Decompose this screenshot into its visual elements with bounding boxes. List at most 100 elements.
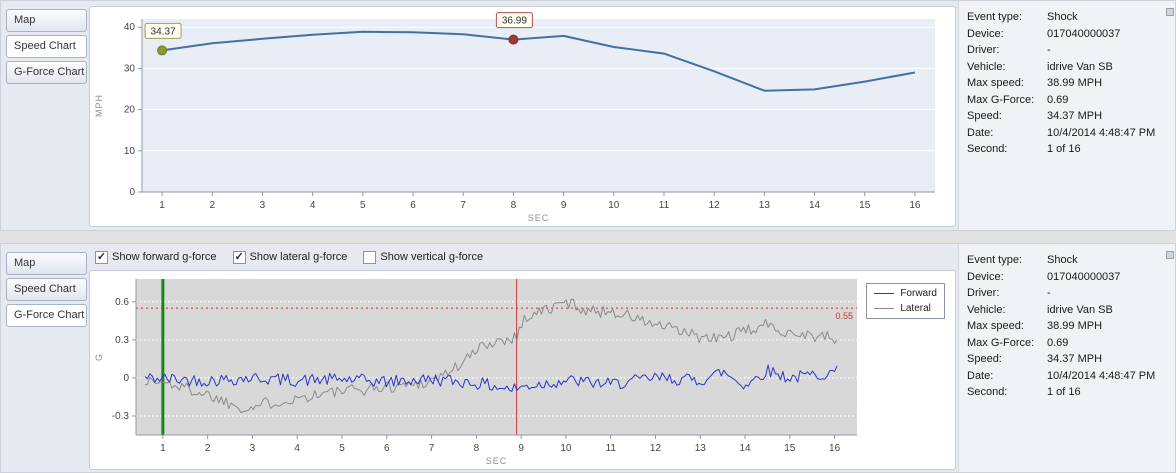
- svg-text:4: 4: [310, 200, 316, 211]
- collapse-handle-icon[interactable]: [1166, 8, 1174, 16]
- tab-speed-chart[interactable]: Speed Chart: [6, 35, 87, 58]
- info-row: Event type: Shock: [967, 9, 1162, 26]
- gforce-chart-box: 0.55 -0.3 0 0.3 0.6 1 2 3 4 5 6 7 8 9 10 11 12 13 14 15 16 G S…: [89, 270, 956, 470]
- checkbox-show-forward-g-force[interactable]: ✓ Show forward g-force: [95, 250, 217, 264]
- info-value: 10/4/2014 4:48:47 PM: [1047, 126, 1156, 139]
- info-label: Max speed:: [967, 77, 1024, 89]
- legend-item-forward: Forward: [874, 288, 937, 299]
- speed-chart-panel: Map Speed Chart G-Force Chart 0 10 20 30 40 1 2 3…: [0, 0, 1176, 231]
- info-row: Max G-Force: 0.69: [967, 335, 1162, 352]
- svg-text:1: 1: [159, 200, 165, 211]
- svg-text:0.55: 0.55: [835, 311, 853, 321]
- svg-text:20: 20: [124, 105, 136, 116]
- svg-text:10: 10: [124, 146, 136, 157]
- info-label: Device:: [967, 27, 1004, 40]
- legend-line-icon: [874, 293, 895, 294]
- info-value: 38.99 MPH: [1047, 77, 1103, 89]
- svg-text:34.37: 34.37: [151, 26, 176, 37]
- gforce-chart-region: ✓ Show forward g-force ✓ Show lateral g-for…: [87, 244, 958, 472]
- svg-text:15: 15: [859, 200, 871, 211]
- svg-text:3: 3: [250, 443, 256, 454]
- svg-text:3: 3: [260, 200, 266, 211]
- checkbox-box-icon[interactable]: ✓: [232, 250, 246, 264]
- checkbox-box-icon[interactable]: ✓: [95, 250, 108, 264]
- info-label: Second:: [967, 143, 1008, 155]
- info-row: Second: 1 of 16: [967, 141, 1162, 158]
- svg-text:2: 2: [209, 200, 215, 211]
- info-label: Max G-Force:: [967, 93, 1035, 106]
- info-label: Speed:: [967, 110, 1002, 122]
- info-label: Driver:: [967, 44, 1000, 56]
- tab-map[interactable]: Map: [6, 252, 87, 275]
- splitter-handle-bottom[interactable]: [1164, 244, 1175, 472]
- svg-text:8: 8: [474, 443, 480, 454]
- splitter-handle-top[interactable]: [1164, 1, 1175, 230]
- tab-speed-chart[interactable]: Speed Chart: [6, 278, 87, 301]
- info-row: Vehicle: idrive Van SB: [967, 59, 1162, 76]
- checkbox-label: Show lateral g-force: [249, 251, 348, 263]
- collapse-handle-icon[interactable]: [1166, 251, 1174, 259]
- svg-text:9: 9: [561, 200, 567, 211]
- svg-text:-0.3: -0.3: [112, 411, 130, 422]
- info-label: Date:: [967, 126, 994, 139]
- info-value: 34.37 MPH: [1047, 110, 1103, 122]
- legend-label: Forward: [900, 288, 937, 299]
- checkbox-label: Show forward g-force: [112, 251, 217, 263]
- svg-text:30: 30: [124, 63, 136, 74]
- info-value: 1 of 16: [1047, 386, 1081, 398]
- svg-text:0: 0: [129, 187, 135, 198]
- svg-text:11: 11: [606, 443, 617, 454]
- svg-text:14: 14: [739, 443, 751, 454]
- info-value: 34.37 MPH: [1047, 353, 1103, 365]
- tab-map[interactable]: Map: [6, 9, 87, 32]
- svg-text:6: 6: [384, 443, 390, 454]
- info-value: 017040000037: [1047, 27, 1121, 40]
- info-label: Device:: [967, 270, 1004, 283]
- info-label: Event type:: [967, 11, 1023, 23]
- info-row: Second: 1 of 16: [967, 384, 1162, 401]
- svg-text:16: 16: [829, 443, 841, 454]
- svg-text:4: 4: [294, 443, 300, 454]
- legend-label: Lateral: [900, 303, 931, 314]
- checkbox-box-icon[interactable]: [363, 250, 377, 264]
- info-row: Speed: 34.37 MPH: [967, 108, 1162, 125]
- svg-text:9: 9: [518, 443, 524, 454]
- svg-text:G: G: [94, 353, 104, 361]
- checkbox-show-vertical-g-force[interactable]: Show vertical g-force: [363, 250, 483, 264]
- event-info-panel-bottom: Event type: Shock Device: 017040000037 Drive…: [959, 244, 1164, 472]
- svg-text:36.99: 36.99: [502, 16, 527, 27]
- info-row: Max speed: 38.99 MPH: [967, 318, 1162, 335]
- speed-chart-region: 0 10 20 30 40 1 2 3 4 5 6 7 8 9 10 11 12 13 14 15 16 MPH SEC 34…: [87, 1, 958, 230]
- info-row: Driver: -: [967, 42, 1162, 59]
- info-label: Event type:: [967, 254, 1023, 266]
- gforce-legend: Forward Lateral: [866, 283, 945, 319]
- info-label: Date:: [967, 369, 994, 382]
- tab-g-force-chart[interactable]: G-Force Chart: [6, 61, 87, 84]
- info-row: Max speed: 38.99 MPH: [967, 75, 1162, 92]
- checkbox-show-lateral-g-force[interactable]: ✓ Show lateral g-force: [232, 250, 348, 264]
- svg-text:10: 10: [560, 443, 572, 454]
- info-label: Vehicle:: [967, 303, 1006, 316]
- info-label: Max G-Force:: [967, 336, 1035, 349]
- info-row: Date: 10/4/2014 4:48:47 PM: [967, 368, 1162, 385]
- svg-text:6: 6: [410, 200, 416, 211]
- info-label: Driver:: [967, 287, 1000, 299]
- svg-text:12: 12: [709, 200, 721, 211]
- legend-item-lateral: Lateral: [874, 303, 937, 314]
- tab-g-force-chart[interactable]: G-Force Chart: [6, 304, 87, 327]
- info-row: Driver: -: [967, 285, 1162, 302]
- speed-chart-box: 0 10 20 30 40 1 2 3 4 5 6 7 8 9 10 11 12 13 14 15 16 MPH SEC 34…: [89, 6, 956, 227]
- info-value: 0.69: [1047, 336, 1069, 349]
- gforce-chart[interactable]: 0.55-0.300.30.61 2 3 4 5 6 7 8 9 10 11 12 13 14 15 16GS…: [90, 271, 953, 467]
- svg-text:15: 15: [784, 443, 796, 454]
- gforce-chart-panel: Map Speed Chart G-Force Chart ✓ Show forwar…: [0, 243, 1176, 473]
- tab-column-bottom: Map Speed Chart G-Force Chart: [1, 244, 87, 472]
- info-value: 38.99 MPH: [1047, 320, 1103, 332]
- svg-text:SEC: SEC: [486, 456, 508, 466]
- svg-text:11: 11: [659, 200, 670, 211]
- info-label: Vehicle:: [967, 60, 1006, 73]
- panel-divider: [958, 244, 959, 472]
- legend-line-icon: [874, 308, 895, 309]
- svg-text:0: 0: [123, 373, 129, 384]
